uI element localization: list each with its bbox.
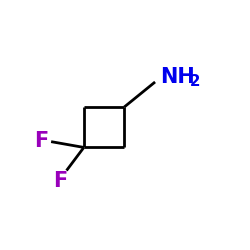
Text: 2: 2 [190, 74, 200, 89]
Text: F: F [53, 172, 68, 192]
Text: NH: NH [160, 67, 195, 87]
Text: F: F [34, 131, 48, 151]
